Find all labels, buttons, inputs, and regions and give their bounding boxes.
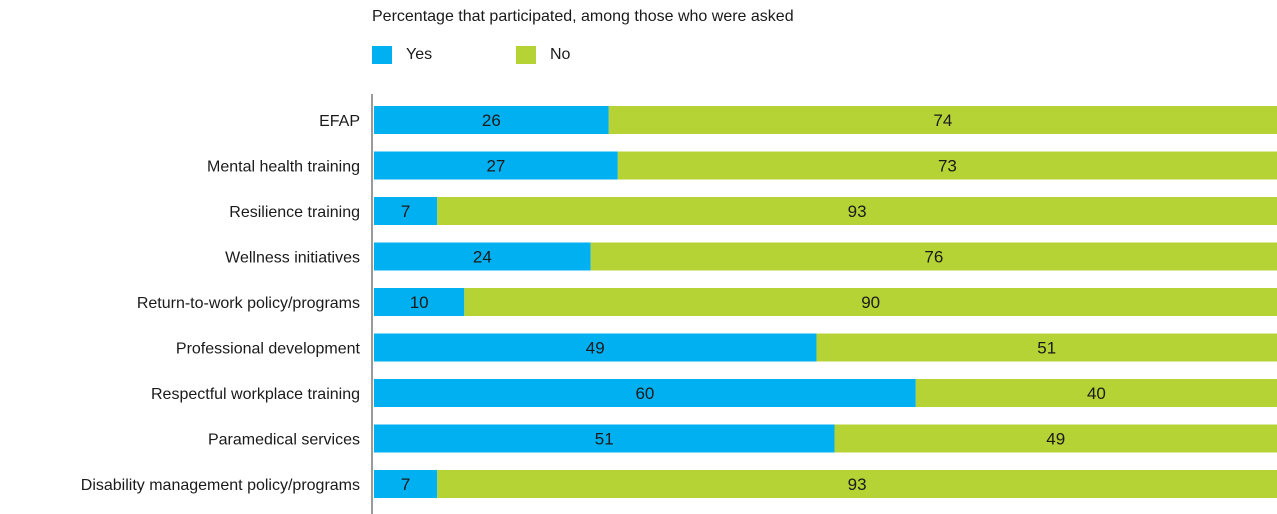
data-label: 93 — [848, 475, 867, 494]
category-label: Resilience training — [229, 204, 360, 221]
bar-segment-no — [834, 424, 1277, 453]
bar-segment-no — [437, 197, 1277, 225]
data-label: 24 — [473, 248, 492, 267]
data-label: 51 — [595, 430, 614, 449]
bar-segment-yes — [374, 424, 835, 453]
category-label: Respectful workplace training — [151, 386, 360, 403]
chart-subtitle: Percentage that participated, among thos… — [372, 8, 794, 25]
bar-segment-yes — [374, 288, 465, 316]
data-label: 40 — [1087, 384, 1106, 403]
data-label: 73 — [938, 157, 957, 176]
legend-swatch-no — [516, 46, 536, 64]
bar-segment-yes — [374, 470, 438, 498]
category-label: Return-to-work policy/programs — [137, 295, 360, 312]
data-label: 90 — [861, 293, 880, 312]
data-label: 10 — [410, 293, 429, 312]
category-label: Disability management policy/programs — [81, 477, 360, 494]
data-label: 76 — [924, 248, 943, 267]
bar-segment-no — [464, 288, 1277, 316]
category-label: EFAP — [319, 113, 360, 130]
bar-segment-yes — [374, 242, 591, 271]
data-label: 60 — [635, 384, 654, 403]
data-label: 74 — [933, 111, 952, 130]
bar-segment-no — [590, 242, 1277, 271]
bar-segment-yes — [374, 151, 618, 180]
bar-segment-yes — [374, 379, 916, 407]
bar-segment-yes — [374, 333, 817, 362]
bar-segment-no — [608, 106, 1277, 134]
data-label: 26 — [482, 111, 501, 130]
bar-segment-yes — [374, 106, 609, 134]
data-label: 27 — [486, 157, 505, 176]
data-label: 7 — [401, 475, 410, 494]
bar-segment-no — [915, 379, 1277, 407]
bar-segment-no — [816, 333, 1277, 362]
legend-swatch-yes — [372, 46, 392, 64]
data-label: 51 — [1037, 339, 1056, 358]
bar-segment-no — [437, 470, 1277, 498]
data-label: 49 — [1046, 430, 1065, 449]
bar-segment-no — [617, 151, 1277, 180]
data-label: 7 — [401, 202, 410, 221]
bar-segment-yes — [374, 197, 438, 225]
data-label: 49 — [586, 339, 605, 358]
category-label: Wellness initiatives — [225, 250, 360, 267]
legend-label-no: No — [550, 46, 571, 63]
category-label: Paramedical services — [208, 432, 360, 449]
legend-label-yes: Yes — [406, 46, 433, 63]
category-label: Mental health training — [207, 159, 360, 176]
data-label: 93 — [848, 202, 867, 221]
category-label: Professional development — [176, 341, 361, 358]
